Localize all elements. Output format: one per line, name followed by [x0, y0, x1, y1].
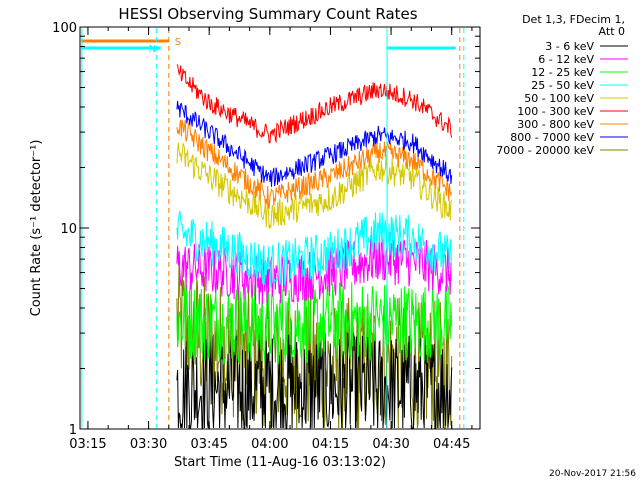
legend-label-7000-20000-kev: 7000 - 20000 keV: [496, 144, 594, 157]
x-tick-label: 03:15: [69, 437, 106, 452]
legend-title-line-1: Det 1,3, FDecim 1,: [522, 13, 625, 26]
series-line-50-100-kev: [176, 141, 453, 229]
x-axis-label: Start Time (11-Aug-16 03:13:02): [174, 455, 386, 470]
series-line-25-50-kev: [176, 210, 453, 288]
annotation-n: N: [149, 44, 156, 55]
y-axis-label: Count Rate (s⁻¹ detector⁻¹): [29, 140, 44, 317]
series-line-12-25-kev: [176, 281, 453, 366]
legend-label-12-25-kev: 12 - 25 keV: [531, 66, 594, 79]
series-line-800-7000-kev: [176, 100, 453, 187]
legend-label-300-800-kev: 300 - 800 keV: [517, 118, 594, 131]
legend-label-25-50-kev: 25 - 50 keV: [531, 79, 594, 92]
chart-title: HESSI Observing Summary Count Rates: [118, 5, 417, 23]
series-line-6-12-kev: [176, 232, 453, 305]
x-tick-label: 03:30: [130, 437, 167, 452]
plot-area: SN: [81, 28, 465, 429]
x-tick-label: 04:00: [251, 437, 288, 452]
legend-label-50-100-kev: 50 - 100 keV: [524, 92, 594, 105]
y-tick-label: 100: [52, 21, 77, 36]
axes: 03:15 03:30 03:45 04:00 04:15 04:30 04:45 1 10 10…: [52, 21, 480, 452]
legend-label-800-7000-kev: 800 - 7000 keV: [510, 131, 594, 144]
series-line-300-800-kev: [176, 119, 453, 210]
x-tick-label: 04:15: [312, 437, 349, 452]
x-tick-label: 04:45: [433, 437, 470, 452]
legend-title-line-2: Att 0: [599, 25, 625, 38]
legend-label-100-300-kev: 100 - 300 keV: [517, 105, 594, 118]
x-tick-label: 03:45: [190, 437, 227, 452]
annotation-s: S: [175, 37, 181, 48]
y-tick-label: 1: [69, 423, 77, 438]
legend-label-3-6-kev: 3 - 6 keV: [545, 40, 594, 53]
x-tick-label: 04:30: [372, 437, 409, 452]
series-line-100-300-kev: [176, 64, 453, 144]
y-tick-label: 10: [60, 222, 77, 237]
legend-label-6-12-kev: 6 - 12 keV: [538, 53, 594, 66]
timestamp: 20-Nov-2017 21:56: [549, 469, 636, 479]
